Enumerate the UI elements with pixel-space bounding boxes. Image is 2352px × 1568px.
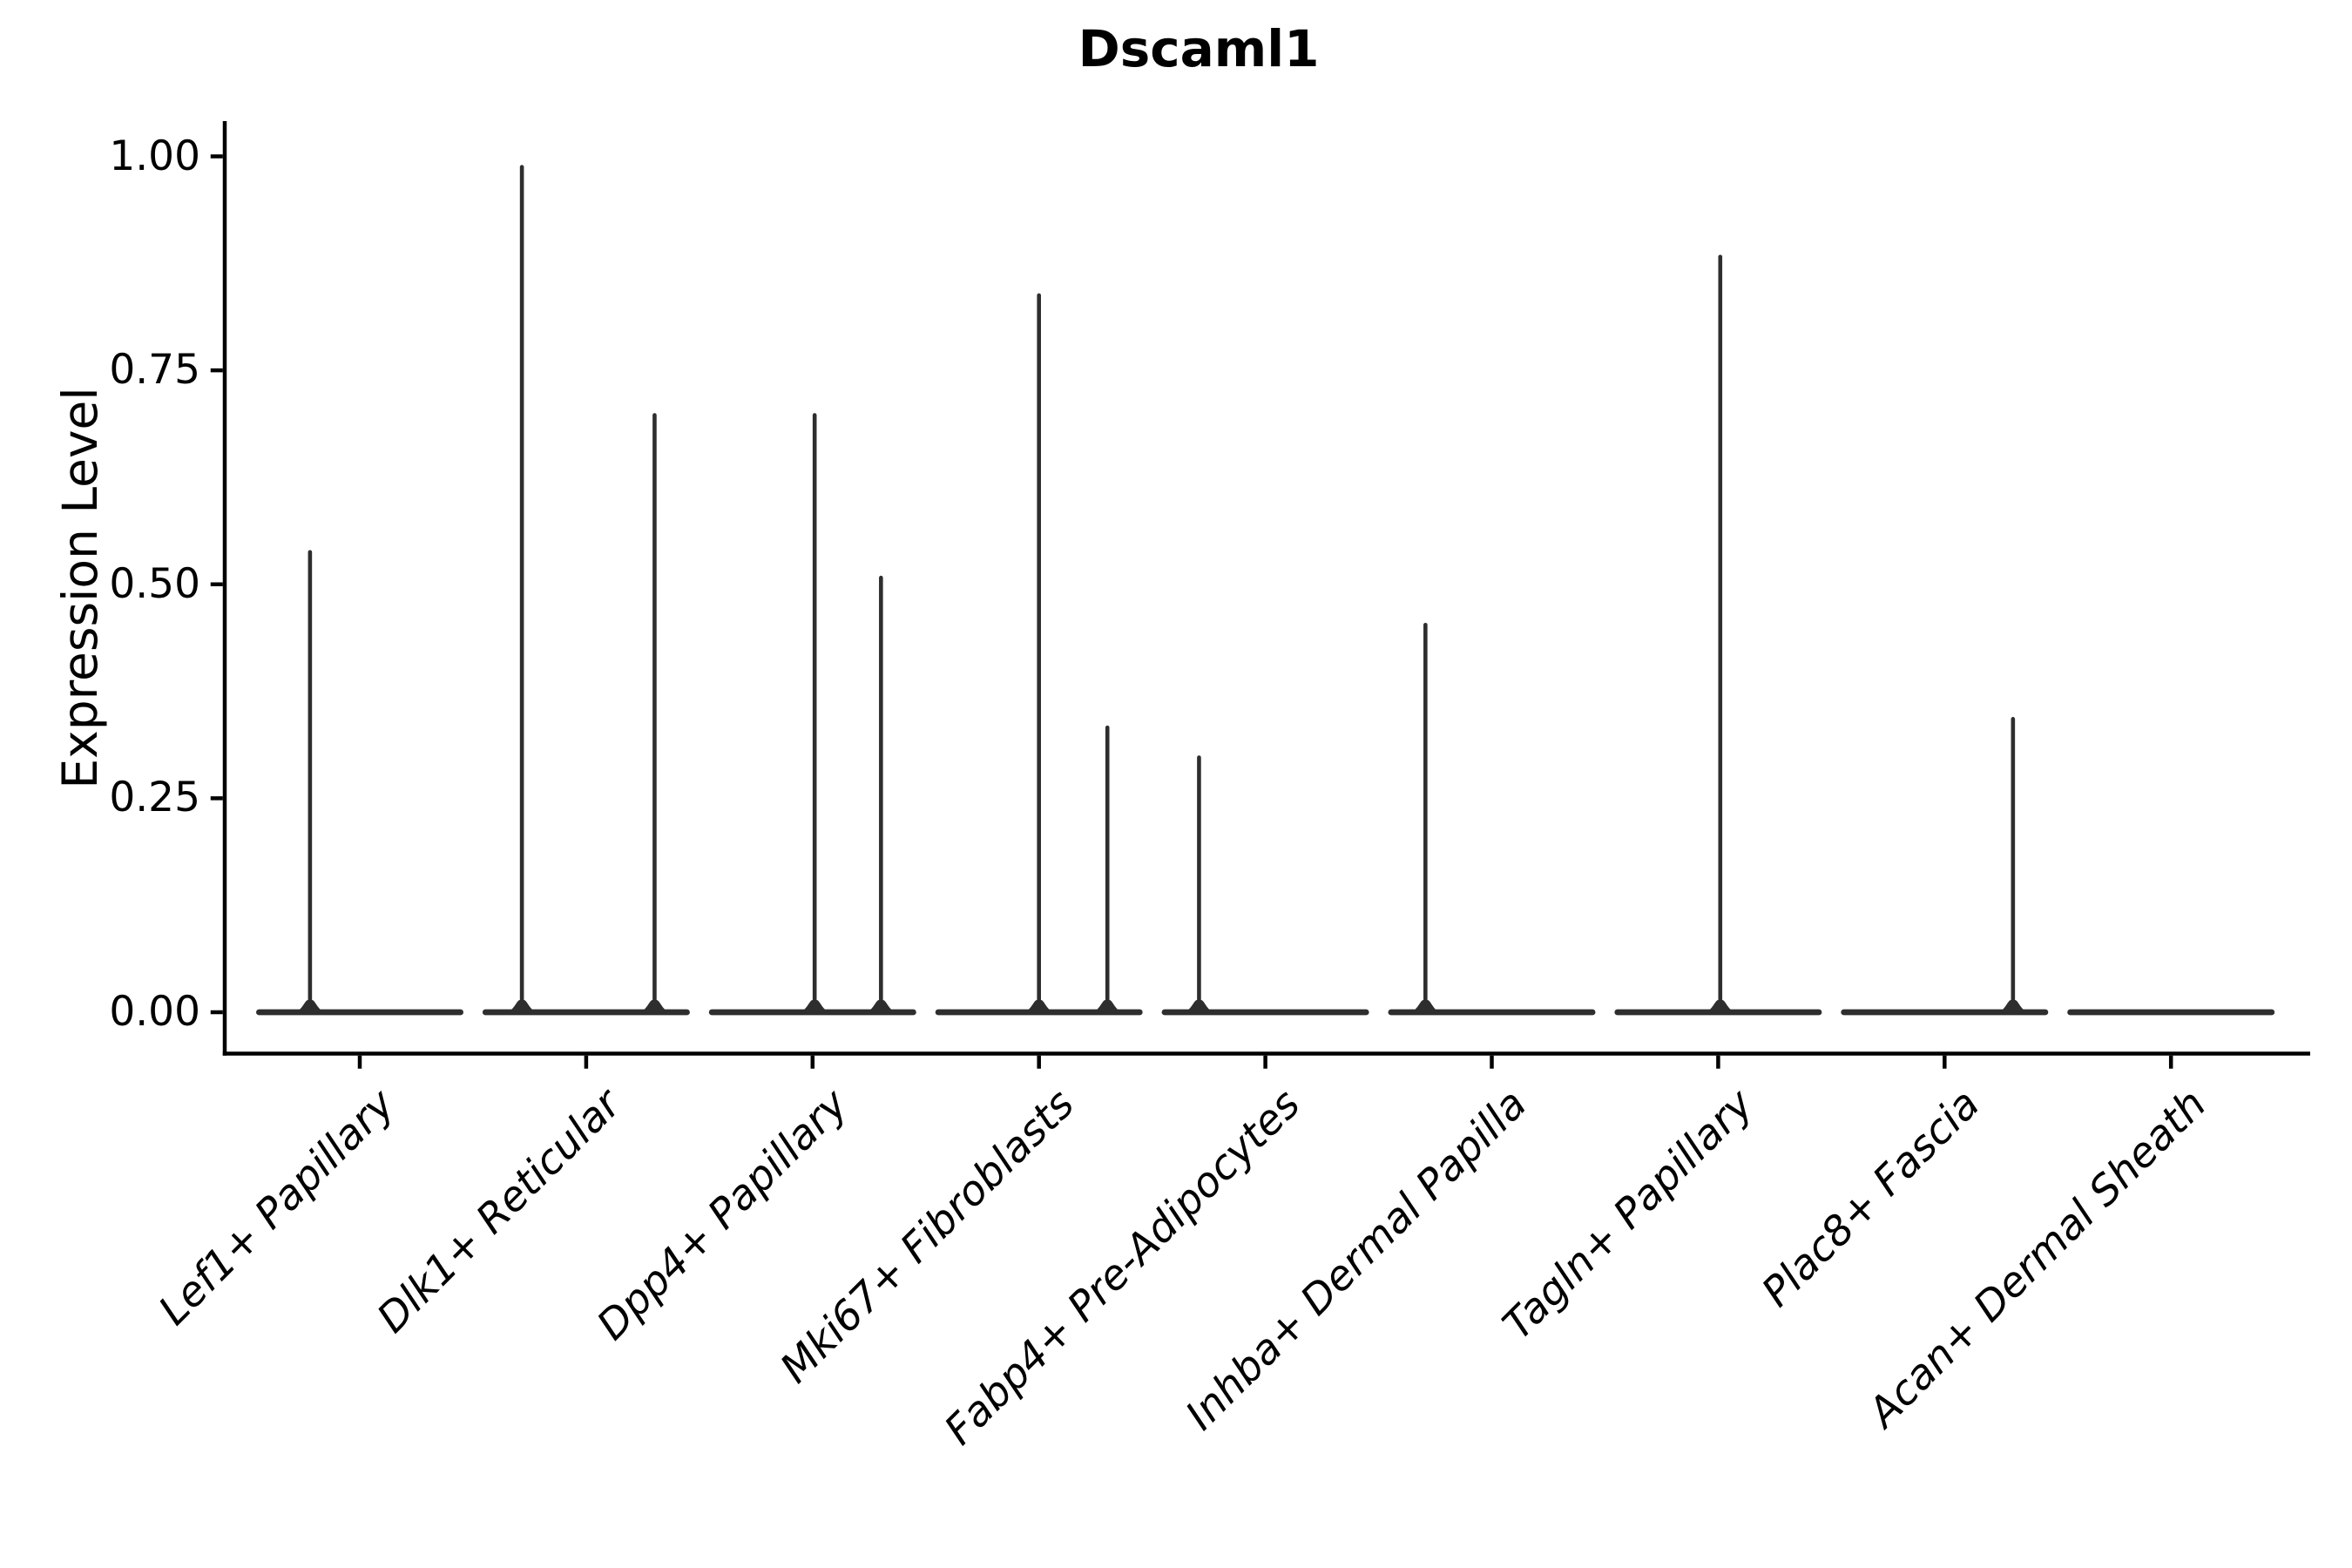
x-tick-mark (1943, 1055, 1947, 1069)
violin-spike (308, 550, 313, 1014)
x-tick-mark (584, 1055, 589, 1069)
violin-spike (2011, 717, 2016, 1014)
y-tick-label: 0.75 (109, 346, 200, 395)
y-tick-label: 1.00 (109, 132, 200, 180)
y-tick-label: 0.50 (109, 559, 200, 608)
x-tick-mark (1037, 1055, 1041, 1069)
x-tick-mark (1490, 1055, 1494, 1069)
violin-spike (1718, 254, 1723, 1014)
violin-spike (1105, 725, 1110, 1014)
violin-baseline (2067, 1009, 2275, 1016)
x-tick-mark (2168, 1055, 2173, 1069)
y-axis-spine (222, 121, 227, 1056)
y-tick-mark (210, 368, 223, 373)
x-tick-mark (1716, 1055, 1720, 1069)
y-tick-mark (210, 1010, 223, 1015)
y-tick-label: 0.25 (109, 774, 200, 822)
x-tick-mark (810, 1055, 815, 1069)
violin-spike (812, 413, 817, 1014)
x-tick-mark (1263, 1055, 1267, 1069)
plot-title: Dscaml1 (1078, 19, 1320, 78)
y-tick-mark (210, 154, 223, 159)
x-axis-spine (222, 1051, 2310, 1056)
violin-spike (1423, 622, 1428, 1014)
y-tick-mark (210, 582, 223, 586)
violin-spike (1197, 755, 1201, 1014)
violin-spike (1037, 293, 1041, 1014)
violin-baseline (256, 1009, 463, 1016)
x-tick-mark (357, 1055, 362, 1069)
y-tick-label: 0.00 (109, 988, 200, 1036)
violin-spike (879, 575, 883, 1014)
violin-spike (652, 413, 657, 1014)
y-tick-mark (210, 796, 223, 801)
violin-spike (519, 165, 524, 1014)
